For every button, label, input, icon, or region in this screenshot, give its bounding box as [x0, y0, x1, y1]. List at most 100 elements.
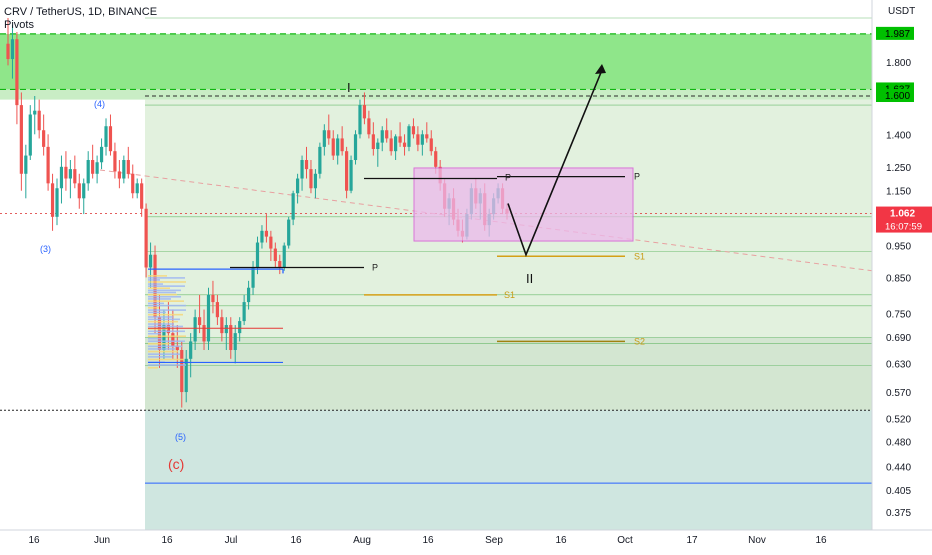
candle-body-2	[15, 39, 19, 106]
candle-body-5	[28, 114, 32, 156]
candle-body-0	[6, 43, 10, 60]
candle-body-11	[55, 188, 59, 217]
candle-70	[318, 142, 322, 179]
candle-body-79	[358, 105, 362, 135]
volume-profile-bar-5	[148, 353, 180, 355]
candle-body-59	[269, 236, 273, 249]
candle-81	[367, 110, 371, 139]
x-tick-label-6: 16	[422, 535, 434, 546]
candle-49	[224, 317, 228, 350]
candle-body-41	[189, 341, 193, 359]
volume-profile-bar-36	[148, 281, 186, 283]
candle-90	[407, 124, 411, 152]
candle-body-15	[73, 169, 77, 184]
volume-profile-bar-11	[148, 337, 162, 340]
candle-body-49	[224, 325, 228, 334]
y-tick-label-1: 1.400	[886, 130, 911, 141]
candle-73	[331, 130, 335, 161]
candle-body-85	[385, 130, 389, 139]
x-tick-label-11: Nov	[748, 535, 766, 546]
candle-body-84	[380, 130, 384, 143]
volume-profile-bar-4	[148, 356, 172, 358]
y-tick-label-13: 0.405	[886, 486, 911, 497]
candle-body-55	[251, 267, 255, 288]
candle-18	[86, 151, 90, 191]
x-tick-label-8: 16	[555, 535, 567, 546]
price-box-0	[876, 26, 914, 40]
candle-body-12	[59, 166, 64, 189]
candle-body-75	[340, 138, 344, 152]
price-box-2	[876, 89, 914, 103]
y-tick-label-14: 0.375	[886, 508, 911, 519]
candle-body-43	[197, 317, 202, 326]
y-tick-label-5: 0.850	[886, 273, 911, 284]
candle-91	[411, 118, 416, 139]
candle-92	[416, 126, 420, 152]
candle-66	[300, 155, 304, 191]
candle-15	[73, 155, 77, 189]
candle-body-22	[104, 126, 108, 147]
candle-1	[10, 24, 15, 79]
projection-path	[507, 69, 603, 257]
volume-profile-bar-30	[148, 293, 177, 296]
y-tick-label-7: 0.690	[886, 333, 911, 344]
candle-16	[77, 173, 81, 209]
candle-12	[59, 155, 64, 204]
price-box-text-3: 1.062	[890, 209, 915, 220]
candle-body-89	[402, 142, 407, 147]
candle-body-71	[322, 130, 326, 147]
volume-profile-bar-38	[148, 277, 185, 279]
candle-body-42	[193, 317, 197, 342]
candle-68	[309, 160, 313, 194]
volume-profile-bar-15	[148, 328, 168, 330]
currency-label: USDT	[888, 6, 915, 17]
target-zone	[0, 33, 872, 90]
candle-body-19	[91, 160, 95, 174]
volume-profile-bar-39	[148, 275, 167, 277]
candle-body-61	[278, 261, 282, 268]
candle-41	[189, 333, 193, 378]
candle-body-70	[318, 146, 322, 174]
volume-profile-bar-32	[148, 289, 181, 292]
candle-body-7	[37, 110, 41, 131]
candle-body-65	[295, 178, 300, 194]
candle-body-45	[206, 294, 211, 342]
candle-7	[37, 99, 41, 139]
candle-52	[238, 317, 242, 342]
candle-84	[380, 126, 384, 152]
candle-44	[202, 309, 206, 350]
candle-body-88	[398, 136, 402, 143]
candle-29	[135, 178, 139, 199]
candle-body-38	[175, 345, 179, 350]
volume-profile-bar-31	[148, 291, 176, 294]
candle-body-62	[282, 245, 286, 268]
y-tick-label-6: 0.750	[886, 309, 911, 320]
candle-body-3	[19, 105, 23, 174]
candle-2	[15, 32, 19, 125]
candle-body-47	[215, 302, 220, 318]
volume-profile-bar-20	[148, 316, 173, 318]
candle-17	[82, 178, 86, 215]
volume-profile-bar-14	[148, 330, 185, 333]
candle-body-82	[371, 134, 375, 150]
candle-body-4	[24, 155, 28, 174]
candle-28	[131, 164, 135, 199]
candle-body-64	[291, 193, 295, 220]
candle-4	[24, 144, 28, 199]
candle-75	[340, 126, 344, 156]
volume-profile-bar-17	[148, 323, 174, 325]
volume-profile-bar-35	[148, 283, 163, 285]
x-tick-label-0: 16	[28, 535, 40, 546]
price-box-text-2: 1.600	[885, 91, 910, 102]
wave-label-5: II	[526, 271, 533, 286]
candle-72	[327, 114, 331, 145]
lower-zone	[145, 337, 872, 411]
candle-body-14	[68, 169, 72, 179]
candle-body-92	[416, 134, 420, 145]
candle-body-20	[95, 162, 99, 174]
volume-profile-bar-13	[148, 332, 161, 335]
deep-zone	[145, 410, 872, 530]
